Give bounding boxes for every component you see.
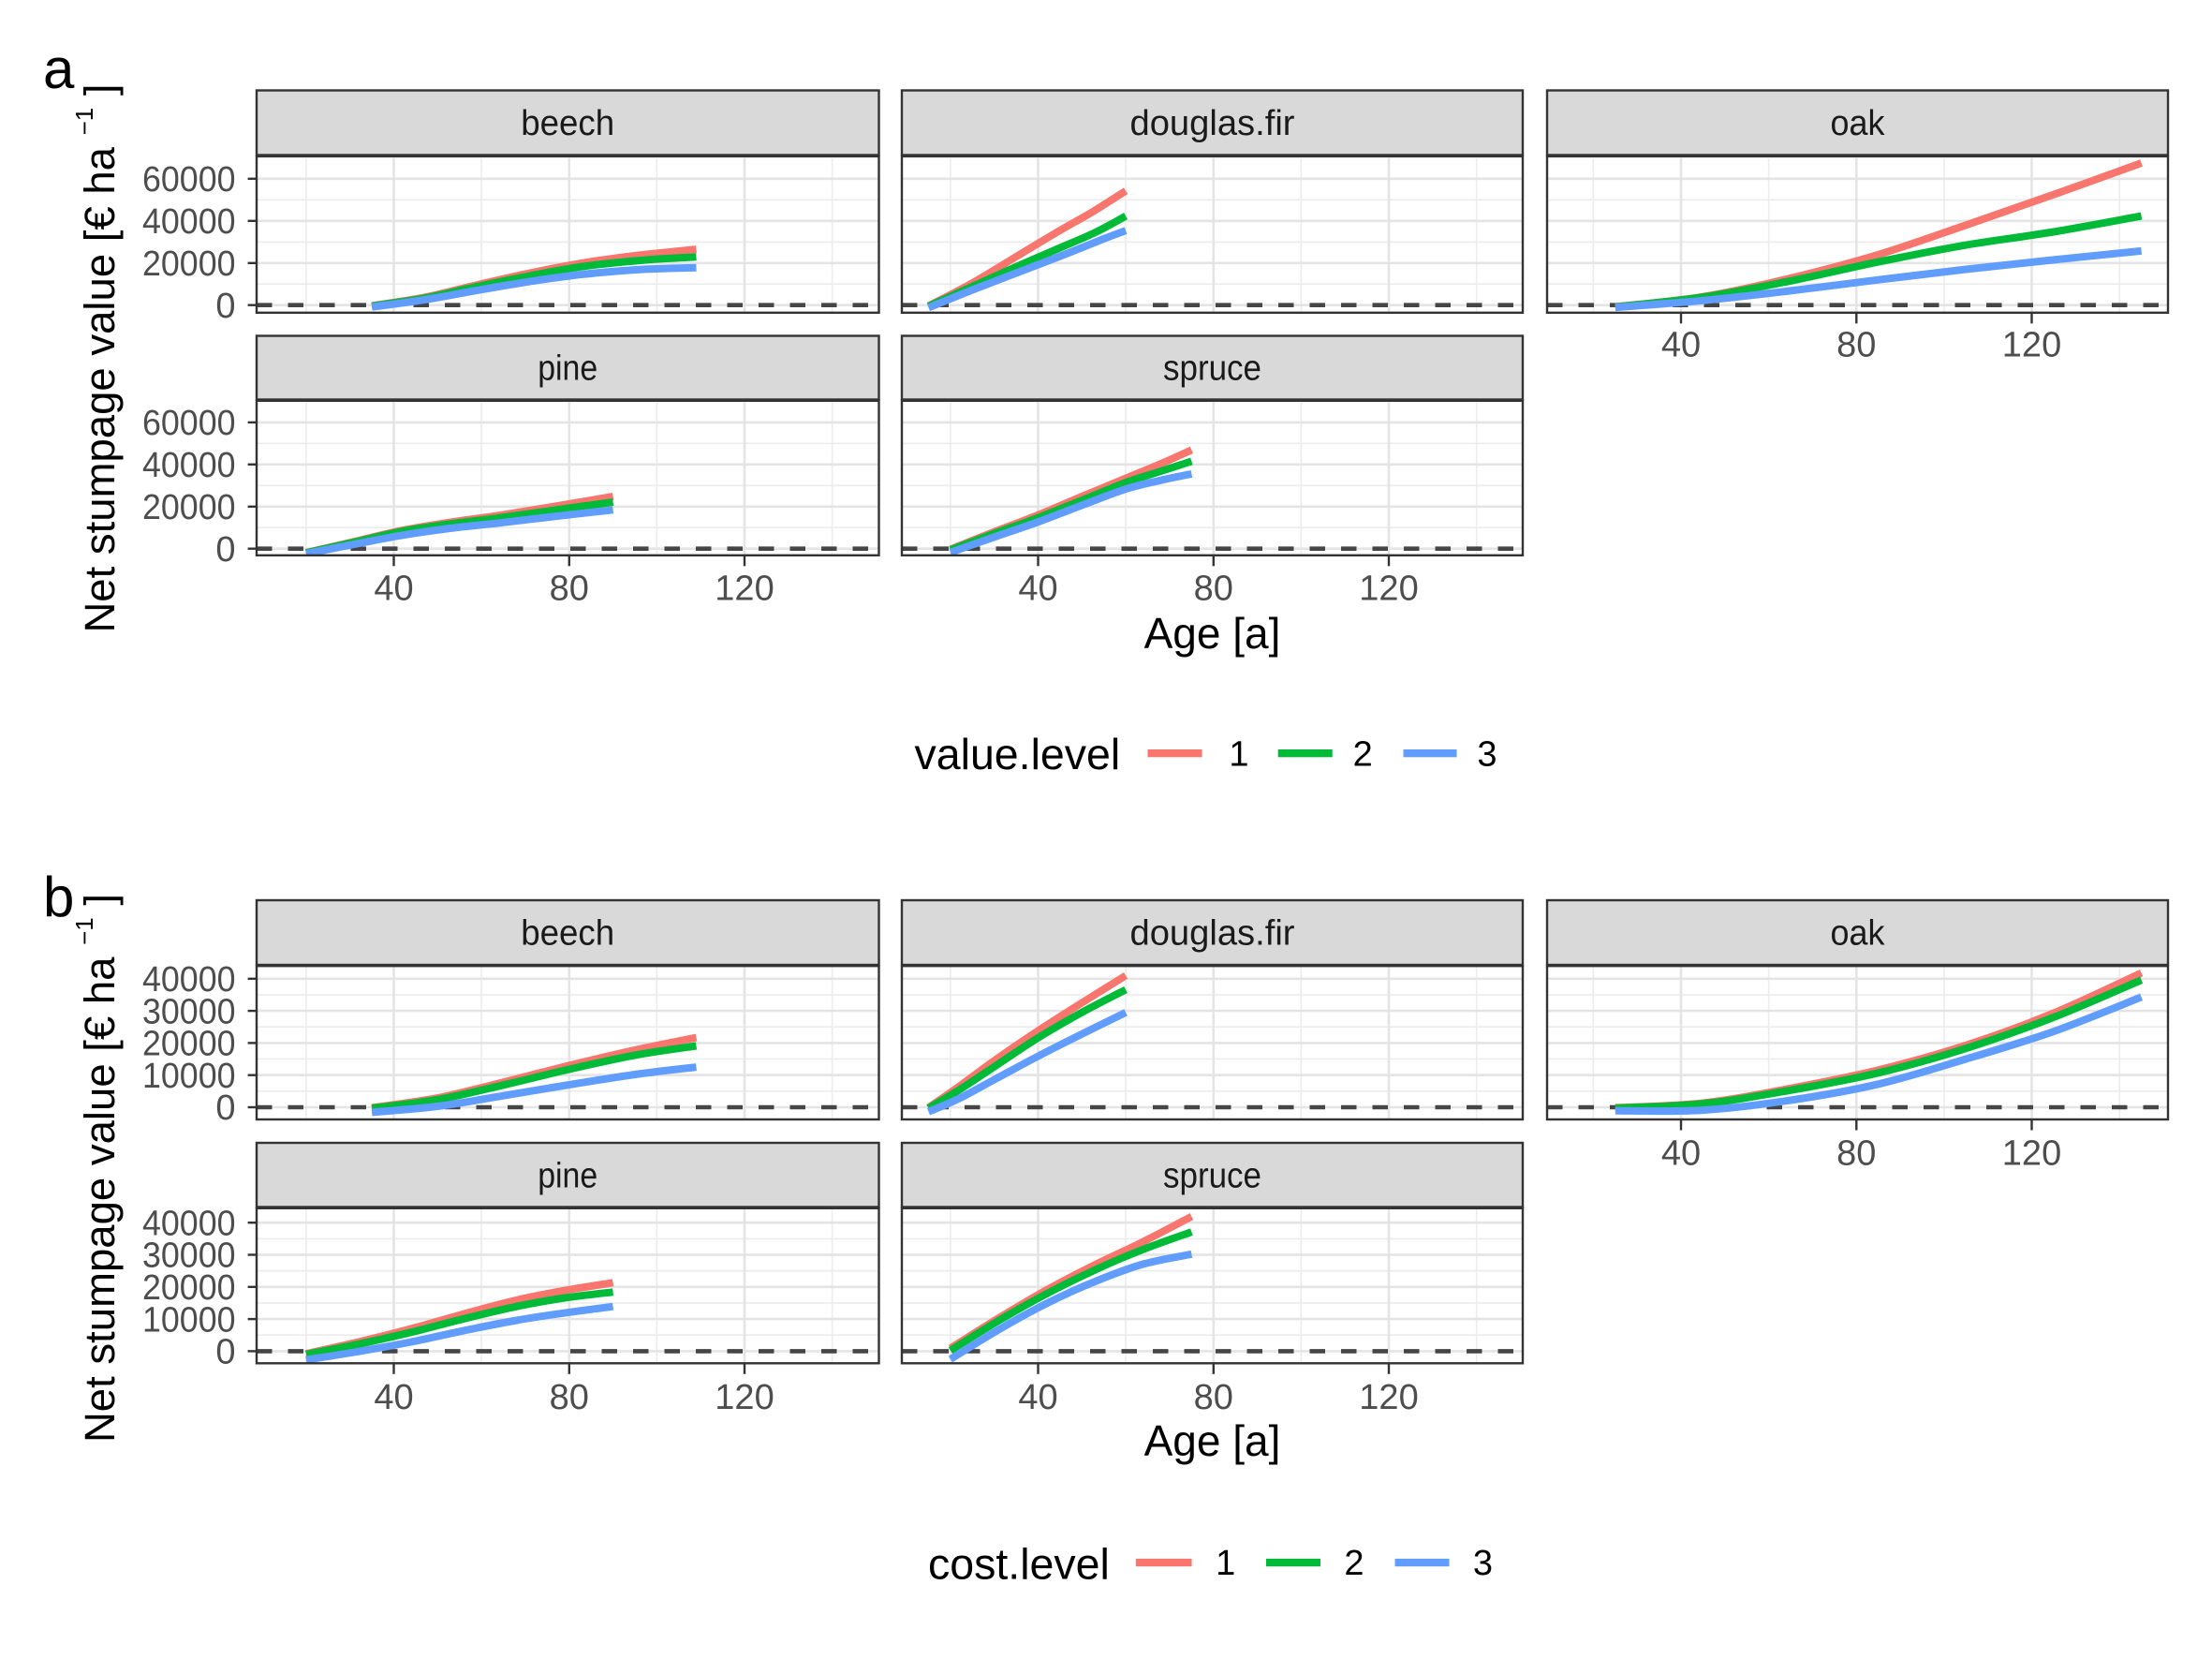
svg-text:10000: 10000 — [142, 1300, 236, 1340]
svg-text:Net stumpage value [€ ha −1 ]: Net stumpage value [€ ha −1 ] — [70, 83, 124, 632]
svg-text:80: 80 — [1194, 570, 1233, 609]
svg-text:cost.level: cost.level — [928, 1540, 1110, 1589]
svg-text:2: 2 — [1353, 734, 1373, 774]
svg-text:40000: 40000 — [142, 446, 236, 485]
svg-text:80: 80 — [1194, 1378, 1233, 1417]
svg-text:1: 1 — [1229, 734, 1248, 774]
svg-text:120: 120 — [2002, 325, 2061, 364]
svg-text:40: 40 — [1018, 570, 1057, 609]
svg-text:0: 0 — [215, 530, 235, 570]
svg-text:80: 80 — [1836, 325, 1876, 364]
svg-text:80: 80 — [1836, 1134, 1876, 1174]
svg-text:3: 3 — [1473, 1544, 1493, 1583]
svg-text:40000: 40000 — [142, 960, 236, 1000]
svg-text:a: a — [43, 37, 75, 100]
svg-text:40000: 40000 — [142, 1204, 236, 1243]
svg-text:oak: oak — [1831, 104, 1886, 143]
svg-text:pine: pine — [538, 349, 597, 389]
svg-text:40: 40 — [1661, 325, 1701, 364]
svg-text:douglas.fir: douglas.fir — [1130, 104, 1295, 143]
svg-text:40000: 40000 — [142, 202, 236, 242]
svg-text:20000: 20000 — [142, 488, 236, 527]
svg-text:beech: beech — [521, 914, 614, 954]
svg-text:120: 120 — [1359, 1378, 1418, 1417]
svg-text:Net stumpage value [€ ha −1 ]: Net stumpage value [€ ha −1 ] — [70, 894, 124, 1443]
svg-text:spruce: spruce — [1163, 349, 1261, 389]
svg-text:Age [a]: Age [a] — [1144, 1416, 1281, 1465]
svg-text:40: 40 — [1661, 1134, 1701, 1174]
svg-text:120: 120 — [1359, 570, 1418, 609]
svg-text:0: 0 — [215, 1333, 235, 1372]
svg-text:20000: 20000 — [142, 1268, 236, 1308]
svg-text:pine: pine — [538, 1157, 597, 1196]
svg-text:b: b — [43, 866, 74, 928]
svg-text:2: 2 — [1344, 1544, 1364, 1583]
svg-text:120: 120 — [715, 1378, 774, 1417]
svg-text:douglas.fir: douglas.fir — [1130, 914, 1295, 954]
svg-text:0: 0 — [215, 287, 235, 326]
svg-text:20000: 20000 — [142, 1025, 236, 1064]
svg-text:beech: beech — [521, 104, 614, 143]
svg-text:80: 80 — [550, 570, 589, 609]
svg-text:oak: oak — [1831, 914, 1886, 954]
svg-text:80: 80 — [550, 1378, 589, 1417]
svg-text:3: 3 — [1477, 734, 1497, 774]
svg-text:spruce: spruce — [1163, 1157, 1261, 1196]
svg-text:120: 120 — [715, 570, 774, 609]
svg-text:40: 40 — [374, 570, 413, 609]
svg-text:value.level: value.level — [915, 730, 1121, 778]
svg-text:60000: 60000 — [142, 404, 236, 443]
svg-text:120: 120 — [2002, 1134, 2061, 1174]
svg-text:30000: 30000 — [142, 1237, 236, 1276]
svg-text:0: 0 — [215, 1089, 235, 1128]
svg-text:40: 40 — [1018, 1378, 1057, 1417]
svg-text:40: 40 — [374, 1378, 413, 1417]
svg-text:20000: 20000 — [142, 244, 236, 284]
svg-text:60000: 60000 — [142, 160, 236, 200]
svg-text:Age [a]: Age [a] — [1144, 609, 1281, 658]
svg-text:30000: 30000 — [142, 992, 236, 1031]
svg-text:1: 1 — [1216, 1544, 1235, 1583]
svg-text:10000: 10000 — [142, 1057, 236, 1096]
